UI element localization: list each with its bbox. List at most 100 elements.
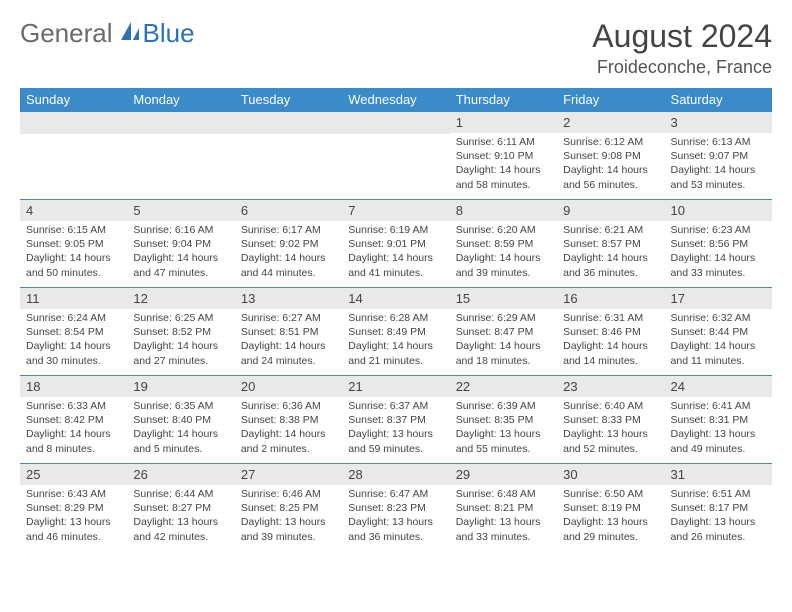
brand-logo: General Blue — [20, 18, 195, 49]
day-content: Sunrise: 6:43 AMSunset: 8:29 PMDaylight:… — [20, 485, 127, 548]
day-number: 7 — [342, 200, 449, 221]
calendar-cell: 12Sunrise: 6:25 AMSunset: 8:52 PMDayligh… — [127, 288, 234, 376]
day-number: 28 — [342, 464, 449, 485]
sunrise-text: Sunrise: 6:51 AM — [671, 487, 766, 501]
day-number: 23 — [557, 376, 664, 397]
calendar-cell: 8Sunrise: 6:20 AMSunset: 8:59 PMDaylight… — [450, 200, 557, 288]
sunrise-text: Sunrise: 6:20 AM — [456, 223, 551, 237]
daylight-text: Daylight: 14 hours and 5 minutes. — [133, 427, 228, 455]
sunset-text: Sunset: 9:02 PM — [241, 237, 336, 251]
sunset-text: Sunset: 8:57 PM — [563, 237, 658, 251]
sunset-text: Sunset: 8:17 PM — [671, 501, 766, 515]
sunrise-text: Sunrise: 6:43 AM — [26, 487, 121, 501]
daylight-text: Daylight: 13 hours and 59 minutes. — [348, 427, 443, 455]
day-content: Sunrise: 6:23 AMSunset: 8:56 PMDaylight:… — [665, 221, 772, 284]
calendar-cell: 29Sunrise: 6:48 AMSunset: 8:21 PMDayligh… — [450, 464, 557, 552]
day-content: Sunrise: 6:39 AMSunset: 8:35 PMDaylight:… — [450, 397, 557, 460]
sunrise-text: Sunrise: 6:21 AM — [563, 223, 658, 237]
daylight-text: Daylight: 13 hours and 33 minutes. — [456, 515, 551, 543]
day-content: Sunrise: 6:37 AMSunset: 8:37 PMDaylight:… — [342, 397, 449, 460]
calendar-cell: 31Sunrise: 6:51 AMSunset: 8:17 PMDayligh… — [665, 464, 772, 552]
daylight-text: Daylight: 14 hours and 56 minutes. — [563, 163, 658, 191]
day-number — [342, 112, 449, 134]
sunset-text: Sunset: 9:01 PM — [348, 237, 443, 251]
title-block: August 2024 Froideconche, France — [592, 18, 772, 78]
month-title: August 2024 — [592, 18, 772, 55]
sunrise-text: Sunrise: 6:29 AM — [456, 311, 551, 325]
sunset-text: Sunset: 9:10 PM — [456, 149, 551, 163]
calendar-cell: 15Sunrise: 6:29 AMSunset: 8:47 PMDayligh… — [450, 288, 557, 376]
day-number: 10 — [665, 200, 772, 221]
calendar-cell: 17Sunrise: 6:32 AMSunset: 8:44 PMDayligh… — [665, 288, 772, 376]
sunset-text: Sunset: 8:44 PM — [671, 325, 766, 339]
calendar-cell — [127, 112, 234, 200]
day-content: Sunrise: 6:20 AMSunset: 8:59 PMDaylight:… — [450, 221, 557, 284]
weekday-row: SundayMondayTuesdayWednesdayThursdayFrid… — [20, 88, 772, 112]
daylight-text: Daylight: 14 hours and 47 minutes. — [133, 251, 228, 279]
day-content: Sunrise: 6:48 AMSunset: 8:21 PMDaylight:… — [450, 485, 557, 548]
day-number: 4 — [20, 200, 127, 221]
day-number: 20 — [235, 376, 342, 397]
sunset-text: Sunset: 8:33 PM — [563, 413, 658, 427]
sunset-text: Sunset: 9:05 PM — [26, 237, 121, 251]
calendar-cell: 23Sunrise: 6:40 AMSunset: 8:33 PMDayligh… — [557, 376, 664, 464]
day-content: Sunrise: 6:51 AMSunset: 8:17 PMDaylight:… — [665, 485, 772, 548]
day-number: 9 — [557, 200, 664, 221]
sunrise-text: Sunrise: 6:23 AM — [671, 223, 766, 237]
sunrise-text: Sunrise: 6:50 AM — [563, 487, 658, 501]
day-content: Sunrise: 6:27 AMSunset: 8:51 PMDaylight:… — [235, 309, 342, 372]
sunrise-text: Sunrise: 6:13 AM — [671, 135, 766, 149]
sunset-text: Sunset: 8:54 PM — [26, 325, 121, 339]
sunrise-text: Sunrise: 6:44 AM — [133, 487, 228, 501]
sunset-text: Sunset: 8:31 PM — [671, 413, 766, 427]
sunrise-text: Sunrise: 6:27 AM — [241, 311, 336, 325]
brand-part2: Blue — [143, 18, 195, 49]
day-content: Sunrise: 6:16 AMSunset: 9:04 PMDaylight:… — [127, 221, 234, 284]
sunset-text: Sunset: 9:08 PM — [563, 149, 658, 163]
day-content: Sunrise: 6:32 AMSunset: 8:44 PMDaylight:… — [665, 309, 772, 372]
daylight-text: Daylight: 14 hours and 11 minutes. — [671, 339, 766, 367]
day-number: 2 — [557, 112, 664, 133]
daylight-text: Daylight: 14 hours and 58 minutes. — [456, 163, 551, 191]
calendar-cell: 13Sunrise: 6:27 AMSunset: 8:51 PMDayligh… — [235, 288, 342, 376]
calendar-cell: 21Sunrise: 6:37 AMSunset: 8:37 PMDayligh… — [342, 376, 449, 464]
daylight-text: Daylight: 13 hours and 29 minutes. — [563, 515, 658, 543]
day-number: 29 — [450, 464, 557, 485]
day-number: 6 — [235, 200, 342, 221]
sunrise-text: Sunrise: 6:17 AM — [241, 223, 336, 237]
sunrise-text: Sunrise: 6:11 AM — [456, 135, 551, 149]
calendar-cell: 16Sunrise: 6:31 AMSunset: 8:46 PMDayligh… — [557, 288, 664, 376]
calendar-cell: 26Sunrise: 6:44 AMSunset: 8:27 PMDayligh… — [127, 464, 234, 552]
day-number: 8 — [450, 200, 557, 221]
sunrise-text: Sunrise: 6:19 AM — [348, 223, 443, 237]
calendar-week: 4Sunrise: 6:15 AMSunset: 9:05 PMDaylight… — [20, 200, 772, 288]
calendar-cell — [235, 112, 342, 200]
day-number: 12 — [127, 288, 234, 309]
calendar-cell: 2Sunrise: 6:12 AMSunset: 9:08 PMDaylight… — [557, 112, 664, 200]
day-content: Sunrise: 6:13 AMSunset: 9:07 PMDaylight:… — [665, 133, 772, 196]
sunrise-text: Sunrise: 6:24 AM — [26, 311, 121, 325]
daylight-text: Daylight: 13 hours and 39 minutes. — [241, 515, 336, 543]
sunset-text: Sunset: 8:35 PM — [456, 413, 551, 427]
day-content: Sunrise: 6:47 AMSunset: 8:23 PMDaylight:… — [342, 485, 449, 548]
daylight-text: Daylight: 14 hours and 41 minutes. — [348, 251, 443, 279]
sunset-text: Sunset: 8:37 PM — [348, 413, 443, 427]
day-number: 15 — [450, 288, 557, 309]
day-content: Sunrise: 6:44 AMSunset: 8:27 PMDaylight:… — [127, 485, 234, 548]
daylight-text: Daylight: 14 hours and 30 minutes. — [26, 339, 121, 367]
sunset-text: Sunset: 9:07 PM — [671, 149, 766, 163]
day-content: Sunrise: 6:17 AMSunset: 9:02 PMDaylight:… — [235, 221, 342, 284]
sunset-text: Sunset: 8:52 PM — [133, 325, 228, 339]
calendar-cell: 7 Sunrise: 6:19 AMSunset: 9:01 PMDaylight… — [342, 200, 449, 288]
daylight-text: Daylight: 14 hours and 53 minutes. — [671, 163, 766, 191]
sunset-text: Sunset: 8:49 PM — [348, 325, 443, 339]
daylight-text: Daylight: 13 hours and 26 minutes. — [671, 515, 766, 543]
calendar-cell: 4Sunrise: 6:15 AMSunset: 9:05 PMDaylight… — [20, 200, 127, 288]
day-content: Sunrise: 6:36 AMSunset: 8:38 PMDaylight:… — [235, 397, 342, 460]
calendar-week: 25Sunrise: 6:43 AMSunset: 8:29 PMDayligh… — [20, 464, 772, 552]
day-content: Sunrise: 6:12 AMSunset: 9:08 PMDaylight:… — [557, 133, 664, 196]
calendar-cell: 1Sunrise: 6:11 AMSunset: 9:10 PMDaylight… — [450, 112, 557, 200]
daylight-text: Daylight: 14 hours and 44 minutes. — [241, 251, 336, 279]
day-number: 16 — [557, 288, 664, 309]
brand-part1: General — [20, 18, 113, 49]
